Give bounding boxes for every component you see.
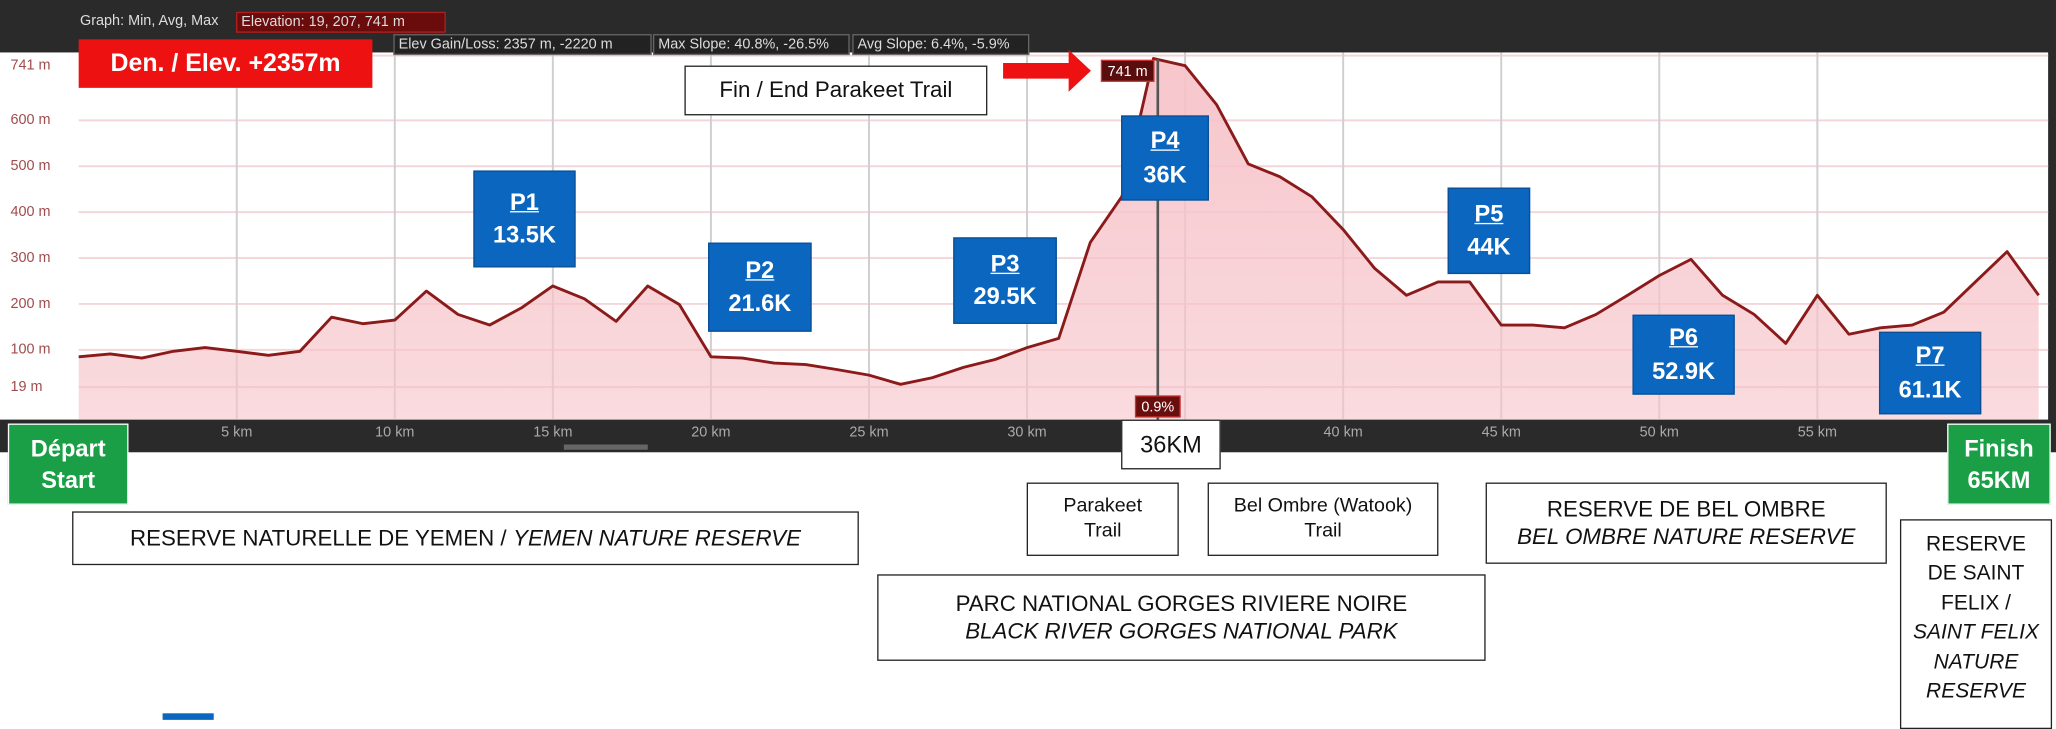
checkpoint-name: P4	[1151, 125, 1180, 158]
checkpoint-distance: 44K	[1467, 231, 1510, 264]
checkpoint-distance: 13.5K	[493, 219, 556, 252]
zone-parakeet: Parakeet Trail	[1027, 483, 1179, 556]
x-tick-label: 55 km	[1798, 425, 1837, 441]
cursor-slope: 0.9%	[1141, 400, 1174, 416]
x-tick-label: 40 km	[1324, 425, 1363, 441]
checkpoint-name: P2	[745, 254, 774, 287]
x-tick-label: 50 km	[1640, 425, 1679, 441]
elevation-gain: Den. / Elev. +2357m	[79, 39, 373, 88]
zone-yemen: RESERVE NATURELLE DE YEMEN /YEMEN NATURE…	[72, 511, 859, 565]
checkpoint-name: P3	[991, 248, 1020, 281]
x-tick-label: 15 km	[533, 425, 572, 441]
x-tick-label: 30 km	[1007, 425, 1046, 441]
zone-fr: RESERVE DE BEL OMBRE	[1547, 495, 1826, 523]
zone-fr: RESERVE DE SAINT FELIX /	[1926, 534, 2026, 615]
checkpoint-distance: 36K	[1143, 158, 1186, 191]
start-en: Start	[41, 464, 95, 496]
x-tick-label: 45 km	[1482, 425, 1521, 441]
cursor-elevation: 741 m	[1108, 64, 1148, 80]
zone-saint-felix: RESERVE DE SAINT FELIX / SAINT FELIX NAT…	[1900, 519, 2052, 729]
zone-bel-ombre-trail: Bel Ombre (Watook) Trail	[1208, 483, 1439, 556]
y-tick-label: 600 m	[10, 112, 50, 128]
zone-en: BLACK RIVER GORGES NATIONAL PARK	[965, 618, 1397, 646]
start-fr: Départ	[31, 432, 106, 464]
header-gain-loss: Elev Gain/Loss: 2357 m, -2220 m	[393, 34, 651, 55]
zone-fr: RESERVE NATURELLE DE YEMEN /	[130, 524, 507, 552]
end-parakeet: Fin / End Parakeet Trail	[684, 66, 987, 116]
checkpoint-distance: 52.9K	[1652, 355, 1715, 388]
scrollbar	[564, 445, 648, 450]
zone-fr: PARC NATIONAL GORGES RIVIERE NOIRE	[956, 590, 1408, 618]
zone-en: SAINT FELIX NATURE RESERVE	[1913, 622, 2039, 703]
y-tick-label: 19 m	[10, 379, 42, 395]
cursor-distance: 36KM	[1121, 420, 1221, 470]
zone-en: BEL OMBRE NATURE RESERVE	[1517, 523, 1855, 551]
x-tick-label: 5 km	[221, 425, 252, 441]
header-elevation: Elevation: 19, 207, 741 m	[236, 12, 446, 33]
checkpoint-name: P7	[1916, 340, 1945, 373]
y-tick-label: 200 m	[10, 296, 50, 312]
legend-swatch	[163, 713, 214, 720]
x-tick-label: 10 km	[375, 425, 414, 441]
y-tick-label: 300 m	[10, 250, 50, 266]
checkpoint-distance: 61.1K	[1899, 373, 1962, 406]
y-tick-label: 100 m	[10, 342, 50, 358]
header-max-slope: Max Slope: 40.8%, -26.5%	[653, 34, 850, 55]
y-tick-label: 400 m	[10, 204, 50, 220]
header-graph: Graph: Min, Avg, Max	[76, 12, 222, 30]
zone-en: YEMEN NATURE RESERVE	[513, 524, 801, 552]
finish-distance: 65KM	[1967, 464, 2030, 496]
page: 19 m 100 m 200 m 300 m 400 m 500 m 600 m 741 m 5…	[0, 0, 2056, 720]
x-tick-label: 25 km	[849, 425, 888, 441]
checkpoint-name: P6	[1669, 322, 1698, 355]
x-tick-label: 20 km	[691, 425, 730, 441]
checkpoint-name: P5	[1474, 198, 1503, 231]
checkpoint-distance: 21.6K	[728, 287, 791, 320]
header-avg-slope: Avg Slope: 6.4%, -5.9%	[852, 34, 1029, 55]
checkpoint-name: P1	[510, 186, 539, 219]
checkpoint-distance: 29.5K	[974, 281, 1037, 314]
y-tick-label: 741 m	[10, 57, 50, 73]
finish-label: Finish	[1964, 432, 2033, 464]
y-tick-label: 500 m	[10, 158, 50, 174]
